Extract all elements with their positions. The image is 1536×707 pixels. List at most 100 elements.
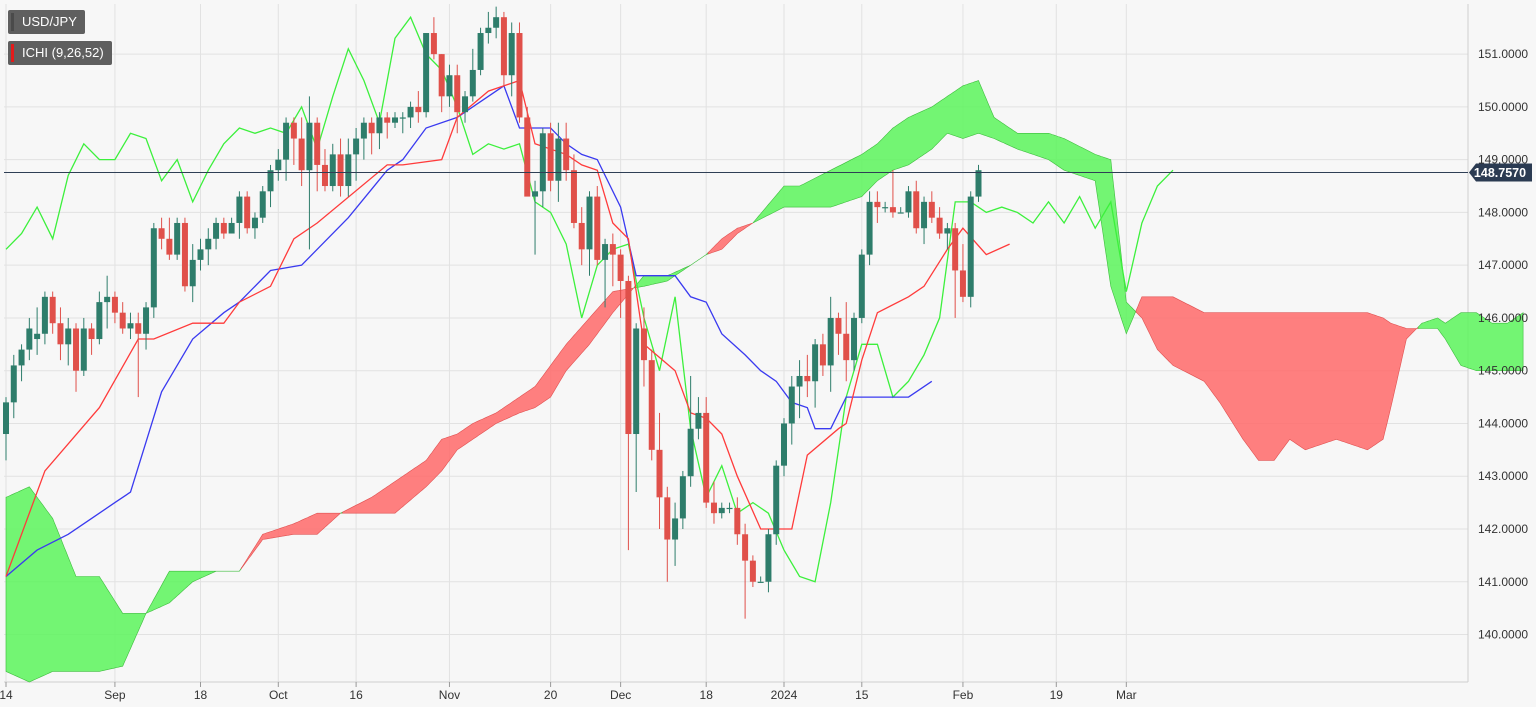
- candle-bullish: [41, 296, 48, 334]
- candle-bullish: [586, 196, 593, 250]
- candle-bullish: [283, 122, 290, 160]
- candle-bullish: [353, 138, 360, 155]
- symbol-legend: USD/JPY: [8, 10, 85, 34]
- candle-bearish: [819, 344, 826, 366]
- y-tick-label: 148.0000: [1478, 205, 1528, 219]
- candle-bullish: [213, 222, 220, 239]
- candle-bearish: [578, 222, 585, 250]
- candle-bearish: [874, 201, 881, 208]
- candle-bearish: [321, 164, 328, 187]
- candle-bullish: [18, 349, 25, 366]
- candle-bearish: [73, 328, 80, 371]
- last-price-line: 148.7570: [4, 163, 1532, 182]
- x-tick-label: 20: [544, 688, 558, 702]
- candle-bearish: [640, 328, 647, 361]
- candle-bearish: [749, 560, 756, 582]
- candle-bullish: [259, 191, 266, 218]
- x-tick-label: Feb: [953, 688, 974, 702]
- candle-bullish: [34, 333, 41, 340]
- candle-bearish: [368, 122, 375, 134]
- candle-bullish: [781, 423, 787, 466]
- candle-bearish: [703, 412, 710, 503]
- candle-bearish: [617, 254, 624, 282]
- candle-bullish: [251, 217, 258, 229]
- candle-bullish: [360, 122, 367, 139]
- candle-bullish: [773, 465, 780, 535]
- candle-bearish: [337, 154, 344, 187]
- candle-bullish: [376, 117, 383, 134]
- candle-bullish: [812, 344, 819, 382]
- candle-bearish: [415, 106, 422, 113]
- candle-bearish: [135, 323, 142, 334]
- x-tick-label: 15: [855, 688, 869, 702]
- candle-bearish: [500, 17, 507, 76]
- candle-bullish: [897, 212, 904, 214]
- candle-bullish: [757, 581, 764, 583]
- x-tick-label: 14: [0, 688, 13, 702]
- candle-bearish: [438, 54, 445, 97]
- candle-bearish: [664, 497, 671, 540]
- x-tick-label: 2024: [771, 688, 798, 702]
- candle-bearish: [119, 312, 126, 329]
- candle-bearish: [49, 296, 56, 324]
- candlesticks: [3, 6, 982, 619]
- x-axis: 14 Sep 18 Oct 16 Nov 20 Dec 18 2024 15 Feb 19 Mar: [0, 682, 1137, 702]
- candle-bearish: [516, 33, 523, 118]
- candle-bearish: [290, 122, 297, 139]
- y-tick-label: 143.0000: [1478, 469, 1528, 483]
- candle-bullish: [267, 170, 274, 192]
- candle-bullish: [96, 302, 103, 340]
- candle-bullish: [672, 518, 679, 540]
- candle-bearish: [563, 138, 570, 171]
- candle-bullish: [866, 201, 873, 255]
- candle-bullish: [26, 328, 33, 350]
- candle-bearish: [220, 222, 227, 234]
- y-tick-label: 142.0000: [1478, 522, 1528, 536]
- candle-bullish: [858, 254, 865, 318]
- x-tick-label: Mar: [1116, 688, 1137, 702]
- x-tick-label: Dec: [610, 688, 631, 702]
- x-tick-label: Sep: [104, 688, 126, 702]
- candle-bullish: [788, 386, 795, 424]
- y-tick-label: 140.0000: [1478, 628, 1528, 642]
- candle-bearish: [952, 228, 959, 271]
- candle-bullish: [65, 328, 72, 345]
- indicator-swatch: [11, 44, 14, 62]
- y-axis: 140.0000 141.0000 142.0000 143.0000 144.0000…: [1478, 47, 1528, 641]
- indicator-label: ICHI (9,26,52): [22, 45, 104, 60]
- candle-bearish: [710, 502, 717, 514]
- candle-bearish: [835, 317, 842, 334]
- candle-bullish: [827, 317, 834, 366]
- candle-bullish: [765, 534, 772, 582]
- x-tick-label: 19: [1050, 688, 1064, 702]
- x-tick-label: 18: [700, 688, 714, 702]
- y-tick-label: 141.0000: [1478, 575, 1528, 589]
- candle-bearish: [158, 228, 165, 239]
- cloud-segment-bearish: [241, 512, 342, 570]
- tenkan-sen-line: [5, 79, 1010, 577]
- candle-bearish: [314, 122, 321, 165]
- symbol-label: USD/JPY: [22, 14, 77, 29]
- candle-bullish: [882, 207, 889, 209]
- candle-bullish: [197, 249, 204, 260]
- candle-bullish: [477, 33, 484, 70]
- candle-bullish: [392, 117, 398, 123]
- candle-bullish: [399, 117, 406, 119]
- indicator-legend: ICHI (9,26,52): [8, 41, 112, 65]
- candle-bullish: [679, 476, 686, 519]
- y-tick-label: 144.0000: [1478, 416, 1528, 430]
- candle-bearish: [609, 244, 616, 255]
- candle-bearish: [734, 507, 741, 535]
- candle-bearish: [547, 133, 554, 181]
- candle-bearish: [166, 238, 173, 255]
- candle-bullish: [687, 428, 694, 477]
- y-tick-label: 146.0000: [1478, 311, 1528, 325]
- candle-bearish: [594, 196, 601, 260]
- candle-bearish: [570, 170, 577, 223]
- candle-bullish: [306, 122, 313, 171]
- candle-bullish: [143, 307, 150, 334]
- candle-bearish: [244, 196, 251, 229]
- candle-bearish: [928, 201, 935, 218]
- x-tick-label: Nov: [439, 688, 460, 702]
